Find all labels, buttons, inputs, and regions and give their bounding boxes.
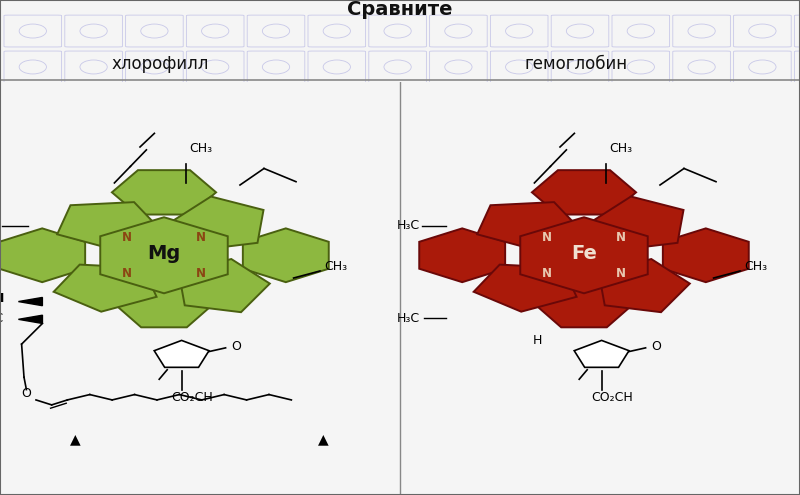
Text: N: N: [542, 267, 552, 280]
Polygon shape: [243, 228, 329, 282]
Text: ▲: ▲: [70, 432, 81, 446]
Polygon shape: [100, 217, 228, 294]
Text: CH₃: CH₃: [744, 260, 767, 273]
Polygon shape: [663, 228, 749, 282]
Text: N: N: [542, 231, 552, 244]
Polygon shape: [112, 170, 216, 214]
Polygon shape: [598, 259, 690, 312]
Text: Mg: Mg: [147, 244, 181, 263]
Text: N: N: [122, 231, 132, 244]
Polygon shape: [154, 341, 209, 367]
Text: Сравните: Сравните: [347, 0, 453, 19]
Text: N: N: [196, 267, 206, 280]
Polygon shape: [0, 228, 85, 282]
Polygon shape: [118, 288, 210, 327]
Text: хлорофилл: хлорофилл: [111, 55, 209, 73]
Text: H₃C: H₃C: [397, 311, 420, 325]
Text: гемоглобин: гемоглобин: [525, 55, 627, 73]
Text: H₃C: H₃C: [0, 311, 4, 325]
Polygon shape: [54, 265, 157, 312]
Polygon shape: [477, 202, 580, 249]
Text: H: H: [0, 292, 4, 305]
Text: H: H: [533, 334, 542, 346]
Text: N: N: [196, 231, 206, 244]
Text: N: N: [616, 267, 626, 280]
Text: O: O: [231, 340, 241, 353]
Polygon shape: [593, 197, 683, 249]
Text: CH₃: CH₃: [324, 260, 347, 273]
Text: CH₃: CH₃: [190, 142, 213, 155]
Text: Fe: Fe: [571, 244, 597, 263]
Polygon shape: [18, 315, 42, 323]
Text: O: O: [22, 387, 31, 400]
Polygon shape: [57, 202, 160, 249]
Polygon shape: [574, 341, 629, 367]
Text: H₃C: H₃C: [397, 219, 420, 232]
Polygon shape: [474, 265, 577, 312]
Polygon shape: [173, 197, 263, 249]
Text: CH₃: CH₃: [610, 142, 633, 155]
Text: CO₂CH: CO₂CH: [591, 392, 633, 404]
Text: CO₂CH: CO₂CH: [171, 392, 213, 404]
Polygon shape: [419, 228, 505, 282]
Polygon shape: [520, 217, 648, 294]
Text: ▲: ▲: [318, 432, 329, 446]
Polygon shape: [532, 170, 636, 214]
Text: N: N: [616, 231, 626, 244]
Polygon shape: [18, 297, 42, 306]
Text: O: O: [651, 340, 661, 353]
Polygon shape: [178, 259, 270, 312]
Polygon shape: [538, 288, 630, 327]
Text: N: N: [122, 267, 132, 280]
